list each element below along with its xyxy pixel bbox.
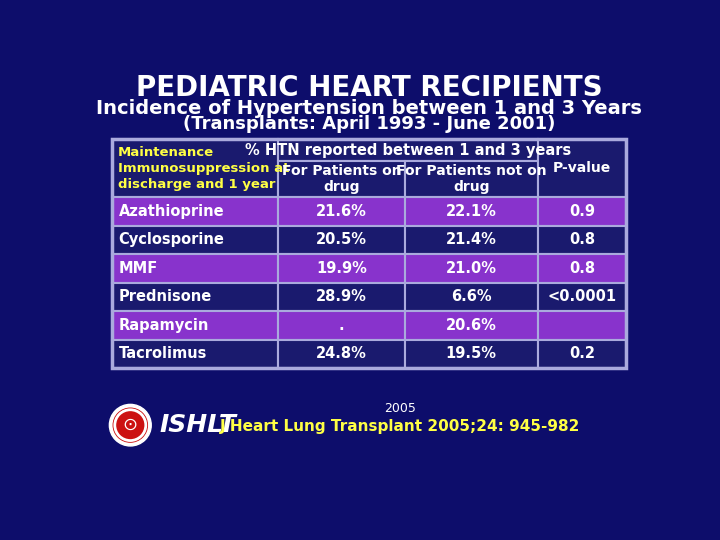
Text: 21.4%: 21.4% <box>446 233 497 247</box>
Text: 19.5%: 19.5% <box>446 347 497 361</box>
Text: 20.5%: 20.5% <box>316 233 367 247</box>
Text: PEDIATRIC HEART RECIPIENTS: PEDIATRIC HEART RECIPIENTS <box>135 74 603 102</box>
Circle shape <box>113 408 148 442</box>
Bar <box>112 283 279 311</box>
Bar <box>279 283 405 311</box>
Text: (Transplants: April 1993 - June 2001): (Transplants: April 1993 - June 2001) <box>183 115 555 133</box>
Text: 0.8: 0.8 <box>569 261 595 276</box>
Bar <box>279 197 405 226</box>
Text: ISHLT: ISHLT <box>160 413 237 437</box>
Text: 22.1%: 22.1% <box>446 204 497 219</box>
Text: Rapamycin: Rapamycin <box>119 318 209 333</box>
Bar <box>538 139 626 197</box>
Bar <box>405 283 538 311</box>
Text: 6.6%: 6.6% <box>451 289 492 305</box>
Bar <box>405 311 538 340</box>
Bar <box>112 139 279 197</box>
Text: Prednisone: Prednisone <box>119 289 212 305</box>
Bar <box>279 226 405 254</box>
Bar <box>279 311 405 340</box>
Text: 0.8: 0.8 <box>569 233 595 247</box>
Text: For Patients on
drug: For Patients on drug <box>282 164 401 194</box>
Text: Cyclosporine: Cyclosporine <box>119 233 225 247</box>
Bar <box>279 161 405 197</box>
Bar <box>538 197 626 226</box>
Text: 21.6%: 21.6% <box>316 204 367 219</box>
Text: 2005: 2005 <box>384 402 416 415</box>
Bar <box>405 226 538 254</box>
Bar <box>279 254 405 283</box>
Bar <box>112 139 626 368</box>
Bar <box>405 340 538 368</box>
Bar <box>538 254 626 283</box>
Bar <box>538 226 626 254</box>
Text: ⊙: ⊙ <box>122 416 138 434</box>
Text: 28.9%: 28.9% <box>316 289 367 305</box>
Text: 0.2: 0.2 <box>569 347 595 361</box>
Bar <box>279 139 538 161</box>
Bar <box>405 254 538 283</box>
Text: 24.8%: 24.8% <box>316 347 367 361</box>
Bar <box>405 197 538 226</box>
Text: Incidence of Hypertension between 1 and 3 Years: Incidence of Hypertension between 1 and … <box>96 99 642 118</box>
Text: 21.0%: 21.0% <box>446 261 497 276</box>
Bar <box>112 311 279 340</box>
Bar <box>405 161 538 197</box>
Text: 0.9: 0.9 <box>569 204 595 219</box>
Text: Azathioprine: Azathioprine <box>119 204 225 219</box>
Bar <box>112 226 279 254</box>
Bar <box>538 283 626 311</box>
Bar <box>112 254 279 283</box>
Text: % HTN reported between 1 and 3 years: % HTN reported between 1 and 3 years <box>245 143 571 158</box>
Bar <box>279 340 405 368</box>
Bar <box>112 197 279 226</box>
Bar <box>112 340 279 368</box>
Text: J Heart Lung Transplant 2005;24: 945-982: J Heart Lung Transplant 2005;24: 945-982 <box>220 419 580 434</box>
Bar <box>538 340 626 368</box>
Text: Maintenance
Immunosuppression at
discharge and 1 year: Maintenance Immunosuppression at dischar… <box>118 146 289 191</box>
Text: 19.9%: 19.9% <box>316 261 367 276</box>
Text: 20.6%: 20.6% <box>446 318 497 333</box>
Text: <0.0001: <0.0001 <box>548 289 617 305</box>
Text: For Patients not on
drug: For Patients not on drug <box>396 164 546 194</box>
Text: .: . <box>338 318 344 333</box>
Text: MMF: MMF <box>119 261 158 276</box>
Circle shape <box>109 404 151 446</box>
Bar <box>538 311 626 340</box>
Text: Tacrolimus: Tacrolimus <box>119 347 207 361</box>
Text: P-value: P-value <box>553 161 611 176</box>
